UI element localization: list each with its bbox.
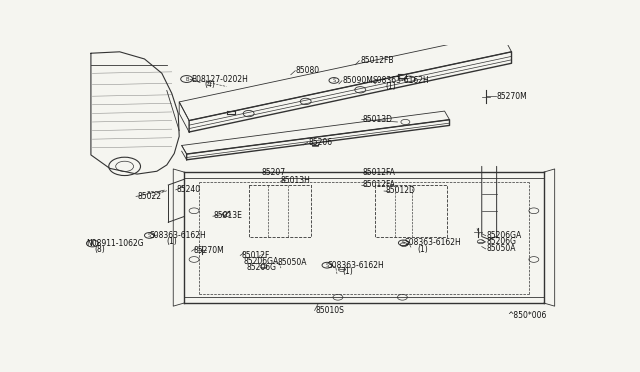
Text: S08363-6162H: S08363-6162H [372,76,429,85]
Text: 85012FB: 85012FB [360,56,394,65]
Text: 85013D: 85013D [363,115,393,124]
Text: 85206G: 85206G [246,263,276,272]
Text: 85206G: 85206G [486,237,516,246]
Text: 85012D: 85012D [385,186,415,195]
Text: 85207: 85207 [261,168,285,177]
Text: (1): (1) [417,245,428,254]
Text: S08363-6162H: S08363-6162H [405,238,461,247]
Text: 85012FA: 85012FA [363,168,396,177]
Text: ^850*006: ^850*006 [508,311,547,320]
Text: B08127-0202H: B08127-0202H [191,74,248,83]
Text: 85270M: 85270M [193,246,224,255]
Text: 85240: 85240 [177,185,201,194]
Text: 85206GA: 85206GA [486,231,522,240]
Text: (1): (1) [385,82,396,91]
Text: B: B [185,77,188,81]
Text: S08363-6162H: S08363-6162H [150,231,206,240]
Text: 85050A: 85050A [486,244,516,253]
Text: 85022: 85022 [137,192,161,201]
Text: 85012F: 85012F [241,251,269,260]
Text: 85090M: 85090M [343,76,374,85]
Text: (1): (1) [167,237,177,246]
Text: (8): (8) [94,245,104,254]
Text: 85206: 85206 [308,138,332,147]
Text: S: S [332,78,335,83]
Text: 85013H: 85013H [281,176,311,186]
Text: S: S [148,233,151,238]
Text: (1): (1) [342,267,353,276]
Text: 85080: 85080 [296,66,320,75]
Text: 85270M: 85270M [497,92,527,101]
Text: 85012FA: 85012FA [363,180,396,189]
Text: 85206GA: 85206GA [244,257,279,266]
Text: 85050A: 85050A [277,258,307,267]
Text: S: S [325,263,328,268]
Text: N08911-1062G: N08911-1062G [86,239,143,248]
Text: 85013E: 85013E [214,211,243,221]
Text: (4): (4) [204,80,215,89]
Text: 85010S: 85010S [316,306,344,315]
Text: S: S [402,240,405,246]
Text: N: N [91,241,94,246]
Text: S08363-6162H: S08363-6162H [328,261,385,270]
